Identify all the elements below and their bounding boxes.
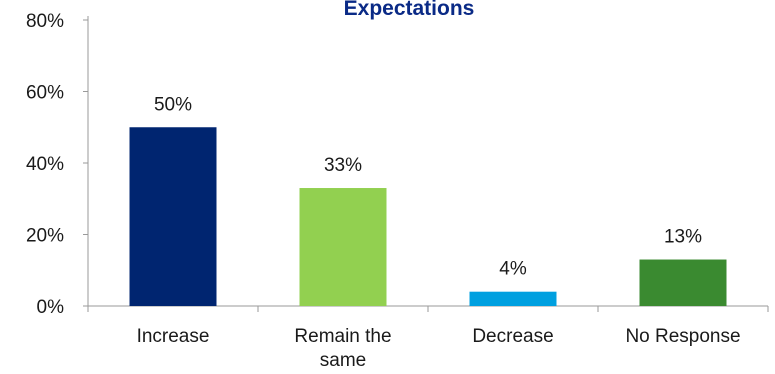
category-label: No Response [625, 326, 740, 347]
bar [469, 291, 557, 306]
bar-value-label: 13% [664, 227, 702, 248]
category-labels: Increase Remain the same Decrease No Respons… [137, 326, 741, 371]
bars [129, 127, 727, 306]
y-tick-label: 20% [26, 226, 64, 247]
category-label: Increase [137, 326, 210, 347]
y-tick-label: 80% [26, 11, 64, 32]
bar-value-label: 50% [154, 94, 192, 115]
bar-value-labels: 50% 33% 4% 13% [154, 94, 702, 279]
y-tick-label: 0% [37, 297, 65, 318]
y-axis: 0% 20% 40% 60% 80% [26, 11, 89, 318]
bar-value-label: 33% [324, 155, 362, 176]
bar [299, 188, 387, 306]
x-axis [87, 305, 769, 312]
y-tick-label: 40% [26, 154, 64, 175]
bar [129, 127, 217, 306]
bar [639, 259, 727, 306]
chart-title: Expectations [344, 0, 475, 20]
category-label: Remain the same [294, 326, 391, 371]
category-label: Decrease [472, 326, 553, 347]
y-tick-label: 60% [26, 83, 64, 104]
bar-value-label: 4% [499, 259, 527, 280]
